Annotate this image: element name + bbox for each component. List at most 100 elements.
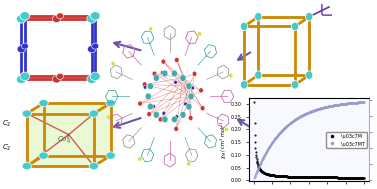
\u03c7MT [265,149,270,151]
Circle shape [305,71,313,79]
Circle shape [22,110,32,117]
Circle shape [90,72,100,81]
\u03c7MT [321,106,326,109]
Circle shape [162,70,168,77]
Circle shape [147,112,152,117]
Circle shape [89,110,98,117]
Circle shape [107,115,110,119]
Circle shape [39,99,48,107]
\u03c7M [265,173,270,175]
\u03c7MT [362,101,366,103]
\u03c7M [321,176,326,178]
Circle shape [52,76,61,83]
Circle shape [92,43,99,49]
Circle shape [229,74,233,77]
Text: $C_2$: $C_2$ [2,143,11,153]
Circle shape [17,75,26,84]
Circle shape [147,103,153,110]
Circle shape [200,106,205,111]
Circle shape [52,15,61,22]
\u03c7M [332,176,336,179]
Line: \u03c7MT: \u03c7MT [254,101,365,178]
Circle shape [152,71,157,76]
Y-axis label: $\chi_M$ / cm$^3$ mol$^{-1}$: $\chi_M$ / cm$^3$ mol$^{-1}$ [219,121,229,159]
Circle shape [89,162,98,170]
Line: \u03c7M: \u03c7M [254,101,365,178]
Circle shape [20,72,30,81]
Circle shape [188,115,193,120]
Circle shape [172,70,178,77]
Circle shape [254,12,262,21]
Circle shape [111,61,115,65]
Legend: \u03c7M, \u03c7MT: \u03c7M, \u03c7MT [325,132,367,148]
\u03c7MT [288,122,292,124]
Circle shape [152,105,155,108]
Circle shape [199,88,203,93]
Circle shape [191,86,195,90]
Circle shape [188,93,194,100]
Circle shape [161,59,166,64]
Circle shape [305,12,313,21]
\u03c7MT [252,177,257,179]
Circle shape [162,116,168,123]
\u03c7MT [331,104,336,107]
Circle shape [153,75,159,81]
Circle shape [87,75,97,84]
Circle shape [87,46,96,53]
Circle shape [106,152,115,159]
Circle shape [138,157,141,161]
Circle shape [241,81,248,89]
Circle shape [198,32,201,36]
Circle shape [225,127,228,131]
Circle shape [87,15,97,23]
Circle shape [186,83,192,90]
Circle shape [138,101,143,106]
Circle shape [161,71,164,74]
Text: $Co_4^{II}$: $Co_4^{II}$ [57,133,71,146]
Circle shape [241,22,248,31]
Circle shape [192,71,197,76]
Circle shape [174,80,177,84]
Circle shape [57,73,64,79]
Circle shape [254,71,262,79]
Circle shape [21,43,28,49]
Polygon shape [27,156,110,166]
Circle shape [291,81,299,89]
\u03c7M [296,176,300,178]
Circle shape [17,15,26,23]
Circle shape [149,27,152,31]
Circle shape [153,112,159,118]
Circle shape [172,116,178,123]
Polygon shape [44,103,110,156]
Circle shape [39,152,48,159]
\u03c7M [331,176,336,179]
\u03c7MT [332,104,336,106]
Circle shape [187,162,190,166]
Circle shape [145,93,151,100]
Circle shape [180,75,186,81]
Circle shape [143,82,147,87]
\u03c7M [252,101,257,103]
Circle shape [184,102,187,106]
Circle shape [57,13,64,19]
Circle shape [158,117,163,122]
Circle shape [106,99,115,107]
Circle shape [162,111,166,115]
Circle shape [174,126,178,131]
Circle shape [20,12,30,20]
\u03c7MT [296,117,300,119]
Circle shape [186,103,192,110]
\u03c7M [362,177,366,179]
Circle shape [22,162,32,170]
Polygon shape [27,103,44,166]
Circle shape [175,115,179,119]
Circle shape [143,85,147,89]
Circle shape [147,83,153,90]
Text: $C_2$: $C_2$ [2,119,11,129]
Circle shape [17,46,26,53]
\u03c7M [288,176,292,178]
Circle shape [291,22,299,31]
Circle shape [90,12,100,20]
Circle shape [175,57,179,62]
Circle shape [180,112,186,118]
